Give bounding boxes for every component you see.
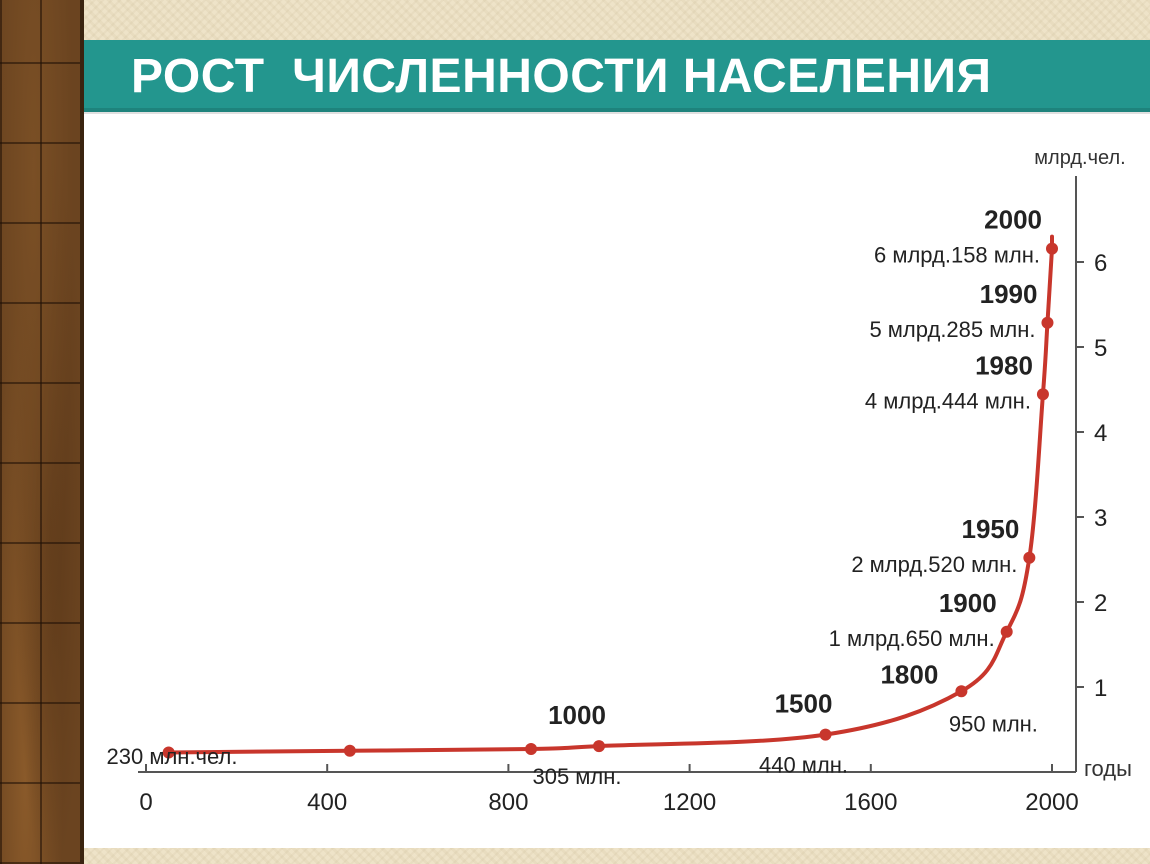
y-tick-label: 4 [1094,420,1107,447]
data-point [343,744,356,757]
value-label: 1 млрд.650 млн. [829,626,995,651]
value-label: 6 млрд.158 млн. [874,243,1040,268]
y-ticks: 1 2 3 4 5 6 [1076,250,1107,702]
value-label: 305 млн. [532,764,621,789]
title-band-shadow [84,108,1150,114]
year-label: 1950 [962,514,1020,544]
y-tick-label: 6 [1094,250,1107,277]
data-point [819,728,832,741]
start-annotation: 230 млн.чел. [107,744,238,769]
x-tick-label: 800 [488,789,528,816]
data-point [1000,625,1013,638]
side-strip-edge [80,0,84,864]
year-label: 1980 [975,350,1033,380]
year-label: 1000 [548,700,606,730]
x-tick-label: 1600 [844,789,897,816]
value-label: 2 млрд.520 млн. [851,552,1017,577]
year-label: 1500 [775,689,833,719]
y-tick-label: 3 [1094,505,1107,532]
x-ticks: 0 400 800 1200 1600 2000 [139,764,1079,816]
year-label: 1900 [939,588,997,618]
y-axis-label: млрд.чел. [1034,147,1125,169]
plot-panel [84,112,1150,848]
data-point [525,743,538,756]
year-label: 2000 [984,205,1042,235]
value-label: 4 млрд.444 млн. [865,388,1031,413]
data-point [593,740,605,753]
data-point [162,746,175,759]
year-label: 1800 [880,659,938,689]
y-tick-label: 1 [1094,675,1107,702]
axes: млрд.чел. годы [138,147,1132,781]
x-tick-label: 2000 [1025,789,1078,816]
value-label: 440 млн. [759,753,848,778]
data-points [162,242,1058,759]
data-point [1046,242,1058,255]
x-tick-label: 0 [139,789,152,816]
x-tick-label: 1200 [663,789,716,816]
data-point [955,685,968,698]
data-point [1023,551,1036,564]
chart-title: РОСТ ЧИСЛЕННОСТИ НАСЕЛЕНИЯ [131,50,992,103]
x-tick-label: 400 [307,789,347,816]
year-label: 1990 [980,279,1038,309]
y-tick-label: 5 [1094,335,1107,362]
title-band [84,40,1150,112]
value-label: 5 млрд.285 млн. [869,317,1035,342]
data-point [1041,316,1054,329]
data-labels: 1000 305 млн. 1500 440 млн. 1800 950 млн. 1900… [532,205,1042,790]
side-strip-grid [0,0,84,864]
data-point [1036,388,1049,401]
x-axis-label: годы [1084,756,1132,781]
y-tick-label: 2 [1094,590,1107,617]
value-label: 950 млн. [949,711,1038,736]
